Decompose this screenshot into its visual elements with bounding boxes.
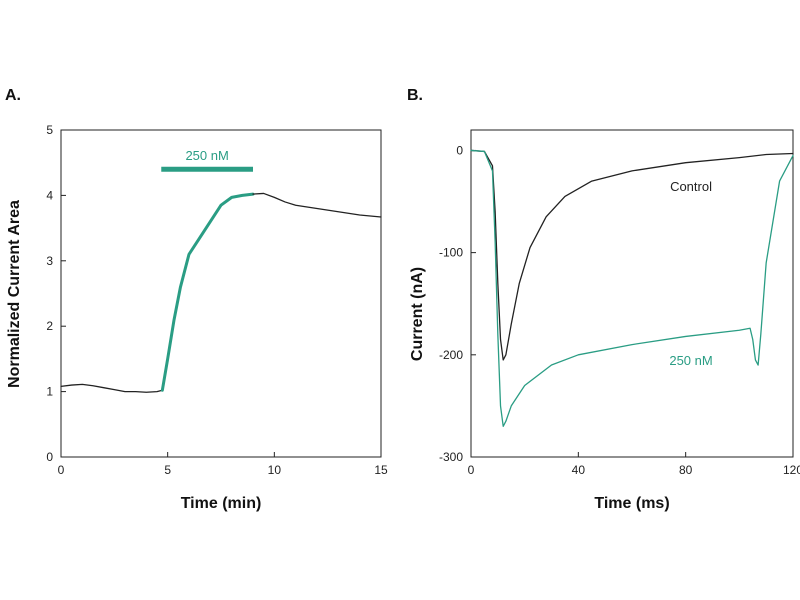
panel-a-y-tick-label: 0 [46, 450, 53, 464]
panel-a-x-tick-label: 0 [58, 463, 65, 477]
panel-a-y-axis-label: Normalized Current Area [6, 200, 23, 388]
panel-a-y-tick-label: 3 [46, 254, 53, 268]
panel-b-series-control [470, 149, 794, 361]
panel-b-x-axis-label: Time (ms) [594, 495, 669, 512]
panel-a-label: A. [5, 87, 21, 104]
panel-b: B. 0 40 80 120 0 -100 -200 -300 Control 250 nM Ti… [407, 87, 800, 512]
panel-b-x-tick-label: 120 [783, 463, 800, 477]
panel-a-x-axis-label: Time (min) [181, 495, 262, 512]
panel-a-series-250-nm [160, 192, 255, 392]
panel-a-plot-area: 0 5 10 15 0 1 2 3 4 5 250 nM [46, 123, 388, 477]
panel-a-y-tick-label: 5 [46, 123, 53, 137]
panel-b-plot-area: 0 40 80 120 0 -100 -200 -300 Control 250 nM [439, 129, 800, 477]
panel-b-annotation-250-nm: 250 nM [669, 353, 712, 368]
panel-b-y-tick-label: -100 [439, 246, 463, 260]
panel-a-y-tick-label: 2 [46, 319, 53, 333]
panel-a-treatment-label: 250 nM [185, 148, 228, 163]
panel-a-x-tick-label: 15 [374, 463, 388, 477]
panel-b-series-250-nm [470, 149, 794, 427]
panel-a-series-baseline [60, 383, 163, 393]
panel-a-x-tick-label: 5 [164, 463, 171, 477]
panel-a-series-washout [252, 192, 382, 218]
panel-b-y-tick-label: 0 [456, 143, 463, 157]
panel-b-y-tick-label: -200 [439, 348, 463, 362]
panel-b-annotation-control: Control [670, 179, 712, 194]
panel-b-x-tick-label: 0 [468, 463, 475, 477]
panel-b-frame [470, 129, 794, 458]
panel-b-x-tick-label: 80 [679, 463, 693, 477]
panel-a-x-tick-label: 10 [268, 463, 282, 477]
panel-a-frame [60, 129, 382, 458]
panel-a-y-tick-label: 4 [46, 188, 53, 202]
panel-b-y-tick-label: -300 [439, 450, 463, 464]
panel-b-label: B. [407, 87, 423, 104]
panel-a-y-tick-label: 1 [46, 385, 53, 399]
panel-b-y-axis-label: Current (nA) [409, 267, 426, 361]
panel-a: A. 0 5 10 15 0 1 2 3 4 5 250 nM Time (min) Normali… [5, 87, 388, 512]
panel-b-x-tick-label: 40 [572, 463, 586, 477]
